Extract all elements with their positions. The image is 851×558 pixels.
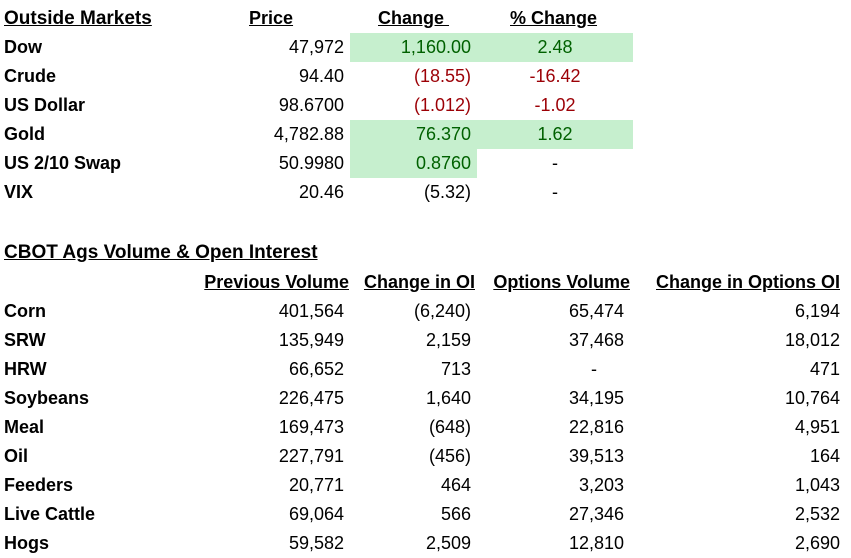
options-volume: 37,468 — [568, 330, 624, 350]
prev-volume-header: Previous Volume — [204, 272, 349, 292]
prev-volume: 66,652 — [288, 359, 344, 379]
change-oi: 464 — [440, 475, 471, 495]
outside-pct-change: - — [552, 182, 558, 202]
options-volume: 22,816 — [568, 417, 624, 437]
cbot-row-meal: Meal 169,473 (648) 22,816 4,951 — [0, 413, 851, 442]
outside-row-vix: VIX 20.46 (5.32) - — [0, 178, 851, 207]
change-oi: 2,159 — [425, 330, 471, 350]
change-options-oi: 6,194 — [794, 301, 840, 321]
cbot-row-label: Feeders — [4, 475, 74, 495]
outside-price: 20.46 — [298, 182, 344, 202]
cbot-row-oil: Oil 227,791 (456) 39,513 164 — [0, 442, 851, 471]
outside-price: 98.6700 — [278, 95, 344, 115]
outside-pct-change: - — [552, 153, 558, 173]
options-volume-header: Options Volume — [493, 272, 630, 292]
change-options-oi: 1,043 — [794, 475, 840, 495]
price-header: Price — [249, 8, 294, 28]
cbot-row-label: HRW — [4, 359, 47, 379]
outside-markets-title: Outside Markets — [4, 8, 152, 29]
change-oi: (456) — [428, 446, 471, 466]
change-options-oi: 164 — [809, 446, 840, 466]
options-volume: 27,346 — [568, 504, 624, 524]
options-volume: 34,195 — [568, 388, 624, 408]
options-volume: - — [591, 359, 597, 379]
prev-volume: 401,564 — [278, 301, 344, 321]
options-volume: 3,203 — [578, 475, 624, 495]
outside-change: (1.012) — [413, 95, 471, 115]
prev-volume: 169,473 — [278, 417, 344, 437]
change-options-oi: 4,951 — [794, 417, 840, 437]
outside-row-label: US 2/10 Swap — [4, 153, 122, 173]
cbot-row-hogs: Hogs 59,582 2,509 12,810 2,690 — [0, 529, 851, 558]
change-oi: 713 — [440, 359, 471, 379]
cbot-row-label: Live Cattle — [4, 504, 96, 524]
pct-change-header: % Change — [510, 8, 598, 28]
outside-pct-change: 1.62 — [477, 120, 633, 149]
outside-row-dow: Dow 47,972 1,160.00 2.48 — [0, 33, 851, 62]
cbot-row-corn: Corn 401,564 (6,240) 65,474 6,194 — [0, 297, 851, 326]
outside-price: 4,782.88 — [273, 124, 344, 144]
change-oi: 566 — [440, 504, 471, 524]
outside-pct-change: -1.02 — [534, 95, 576, 115]
cbot-row-label: Corn — [4, 301, 46, 321]
change-options-oi: 2,690 — [794, 533, 840, 553]
outside-row-us-2-10-swap: US 2/10 Swap 50.9980 0.8760 - — [0, 149, 851, 178]
change-options-oi: 471 — [809, 359, 840, 379]
change-options-oi: 10,764 — [784, 388, 840, 408]
cbot-row-label: Meal — [4, 417, 45, 437]
cbot-row-live-cattle: Live Cattle 69,064 566 27,346 2,532 — [0, 500, 851, 529]
change-oi: 1,640 — [425, 388, 471, 408]
change-options-oi-header: Change in Options OI — [656, 272, 840, 292]
cbot-title: CBOT Ags Volume & Open Interest — [4, 242, 318, 263]
outside-row-label: Dow — [4, 37, 42, 57]
outside-row-label: US Dollar — [4, 95, 86, 115]
outside-price: 47,972 — [288, 37, 344, 57]
cbot-row-label: Oil — [4, 446, 29, 466]
outside-price: 94.40 — [298, 66, 344, 86]
cbot-row-hrw: HRW 66,652 713 - 471 — [0, 355, 851, 384]
cbot-row-feeders: Feeders 20,771 464 3,203 1,043 — [0, 471, 851, 500]
options-volume: 12,810 — [568, 533, 624, 553]
change-header: Change — [378, 8, 450, 28]
options-volume: 39,513 — [568, 446, 624, 466]
cbot-header-row: Previous Volume Change in OI Options Vol… — [0, 268, 851, 297]
outside-change: 0.8760 — [350, 149, 477, 178]
options-volume: 65,474 — [568, 301, 624, 321]
outside-row-label: Crude — [4, 66, 57, 86]
prev-volume: 227,791 — [278, 446, 344, 466]
prev-volume: 59,582 — [288, 533, 344, 553]
outside-change: 76.370 — [350, 120, 477, 149]
cbot-row-label: SRW — [4, 330, 46, 350]
prev-volume: 20,771 — [288, 475, 344, 495]
change-options-oi: 2,532 — [794, 504, 840, 524]
outside-row-label: Gold — [4, 124, 45, 144]
outside-change: (18.55) — [413, 66, 471, 86]
outside-price: 50.9980 — [278, 153, 344, 173]
change-oi: (6,240) — [413, 301, 471, 321]
outside-change: (5.32) — [423, 182, 471, 202]
cbot-row-soybeans: Soybeans 226,475 1,640 34,195 10,764 — [0, 384, 851, 413]
cbot-title-row: CBOT Ags Volume & Open Interest — [0, 238, 851, 267]
outside-row-gold: Gold 4,782.88 76.370 1.62 — [0, 120, 851, 149]
outside-row-us-dollar: US Dollar 98.6700 (1.012) -1.02 — [0, 91, 851, 120]
outside-change: 1,160.00 — [350, 33, 477, 62]
change-options-oi: 18,012 — [784, 330, 840, 350]
prev-volume: 135,949 — [278, 330, 344, 350]
outside-pct-change: -16.42 — [529, 66, 581, 86]
cbot-row-label: Hogs — [4, 533, 49, 553]
change-oi: 2,509 — [425, 533, 471, 553]
outside-row-crude: Crude 94.40 (18.55) -16.42 — [0, 62, 851, 91]
prev-volume: 226,475 — [278, 388, 344, 408]
outside-markets-header-row: Outside Markets Price Change % Change — [0, 4, 851, 33]
outside-row-label: VIX — [4, 182, 34, 202]
change-oi: (648) — [428, 417, 471, 437]
outside-pct-change: 2.48 — [477, 33, 633, 62]
change-oi-header: Change in OI — [363, 272, 475, 292]
prev-volume: 69,064 — [288, 504, 344, 524]
cbot-row-srw: SRW 135,949 2,159 37,468 18,012 — [0, 326, 851, 355]
cbot-row-label: Soybeans — [4, 388, 90, 408]
